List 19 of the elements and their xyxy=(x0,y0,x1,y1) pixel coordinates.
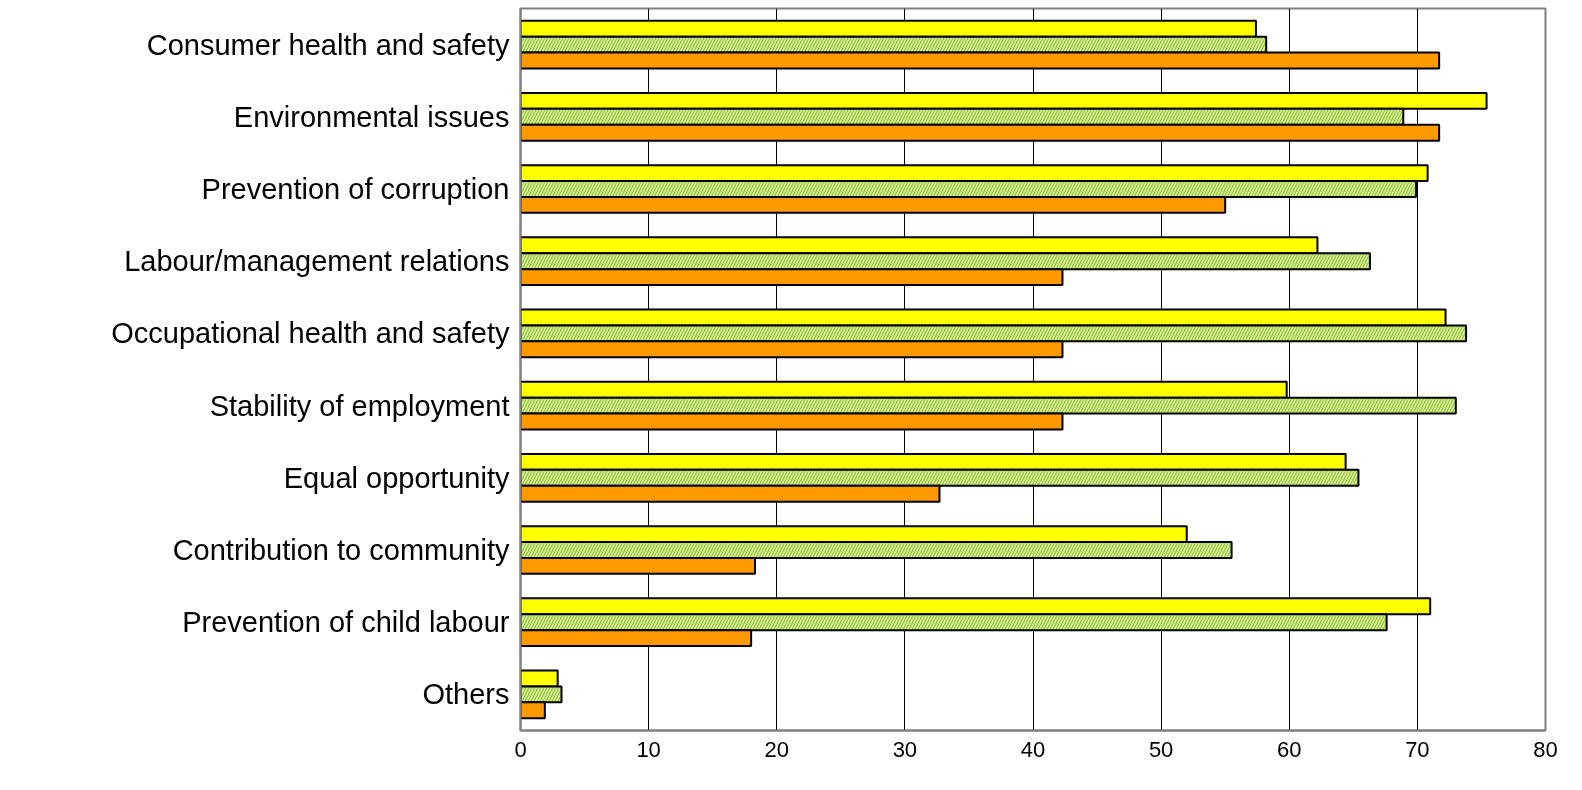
y-tick-label: Occupational health and safety xyxy=(111,317,510,350)
y-tick-label: Equal opportunity xyxy=(283,461,510,494)
y-tick-label: Consumer health and safety xyxy=(146,28,510,61)
x-tick-label: 0 xyxy=(514,736,527,762)
x-tick-label: 50 xyxy=(1148,736,1174,762)
x-tick-label: 20 xyxy=(764,736,789,762)
y-tick-label: Prevention of corruption xyxy=(201,173,510,205)
y-tick-label: Prevention of child labour xyxy=(182,606,510,639)
x-tick-label: 80 xyxy=(1533,736,1558,762)
x-tick-label: 10 xyxy=(636,736,661,762)
x-tick-label: 30 xyxy=(892,736,918,762)
y-tick-label: Contribution to community xyxy=(172,534,510,566)
x-tick-label: 60 xyxy=(1277,736,1302,762)
y-tick-label: Others xyxy=(422,678,510,711)
x-tick-label: 70 xyxy=(1405,736,1430,762)
y-tick-label: Labour/management relations xyxy=(124,245,510,278)
y-tick-label: Environmental issues xyxy=(233,100,510,133)
x-tick-label: 40 xyxy=(1020,736,1046,762)
y-tick-label: Stability of employment xyxy=(209,389,510,422)
